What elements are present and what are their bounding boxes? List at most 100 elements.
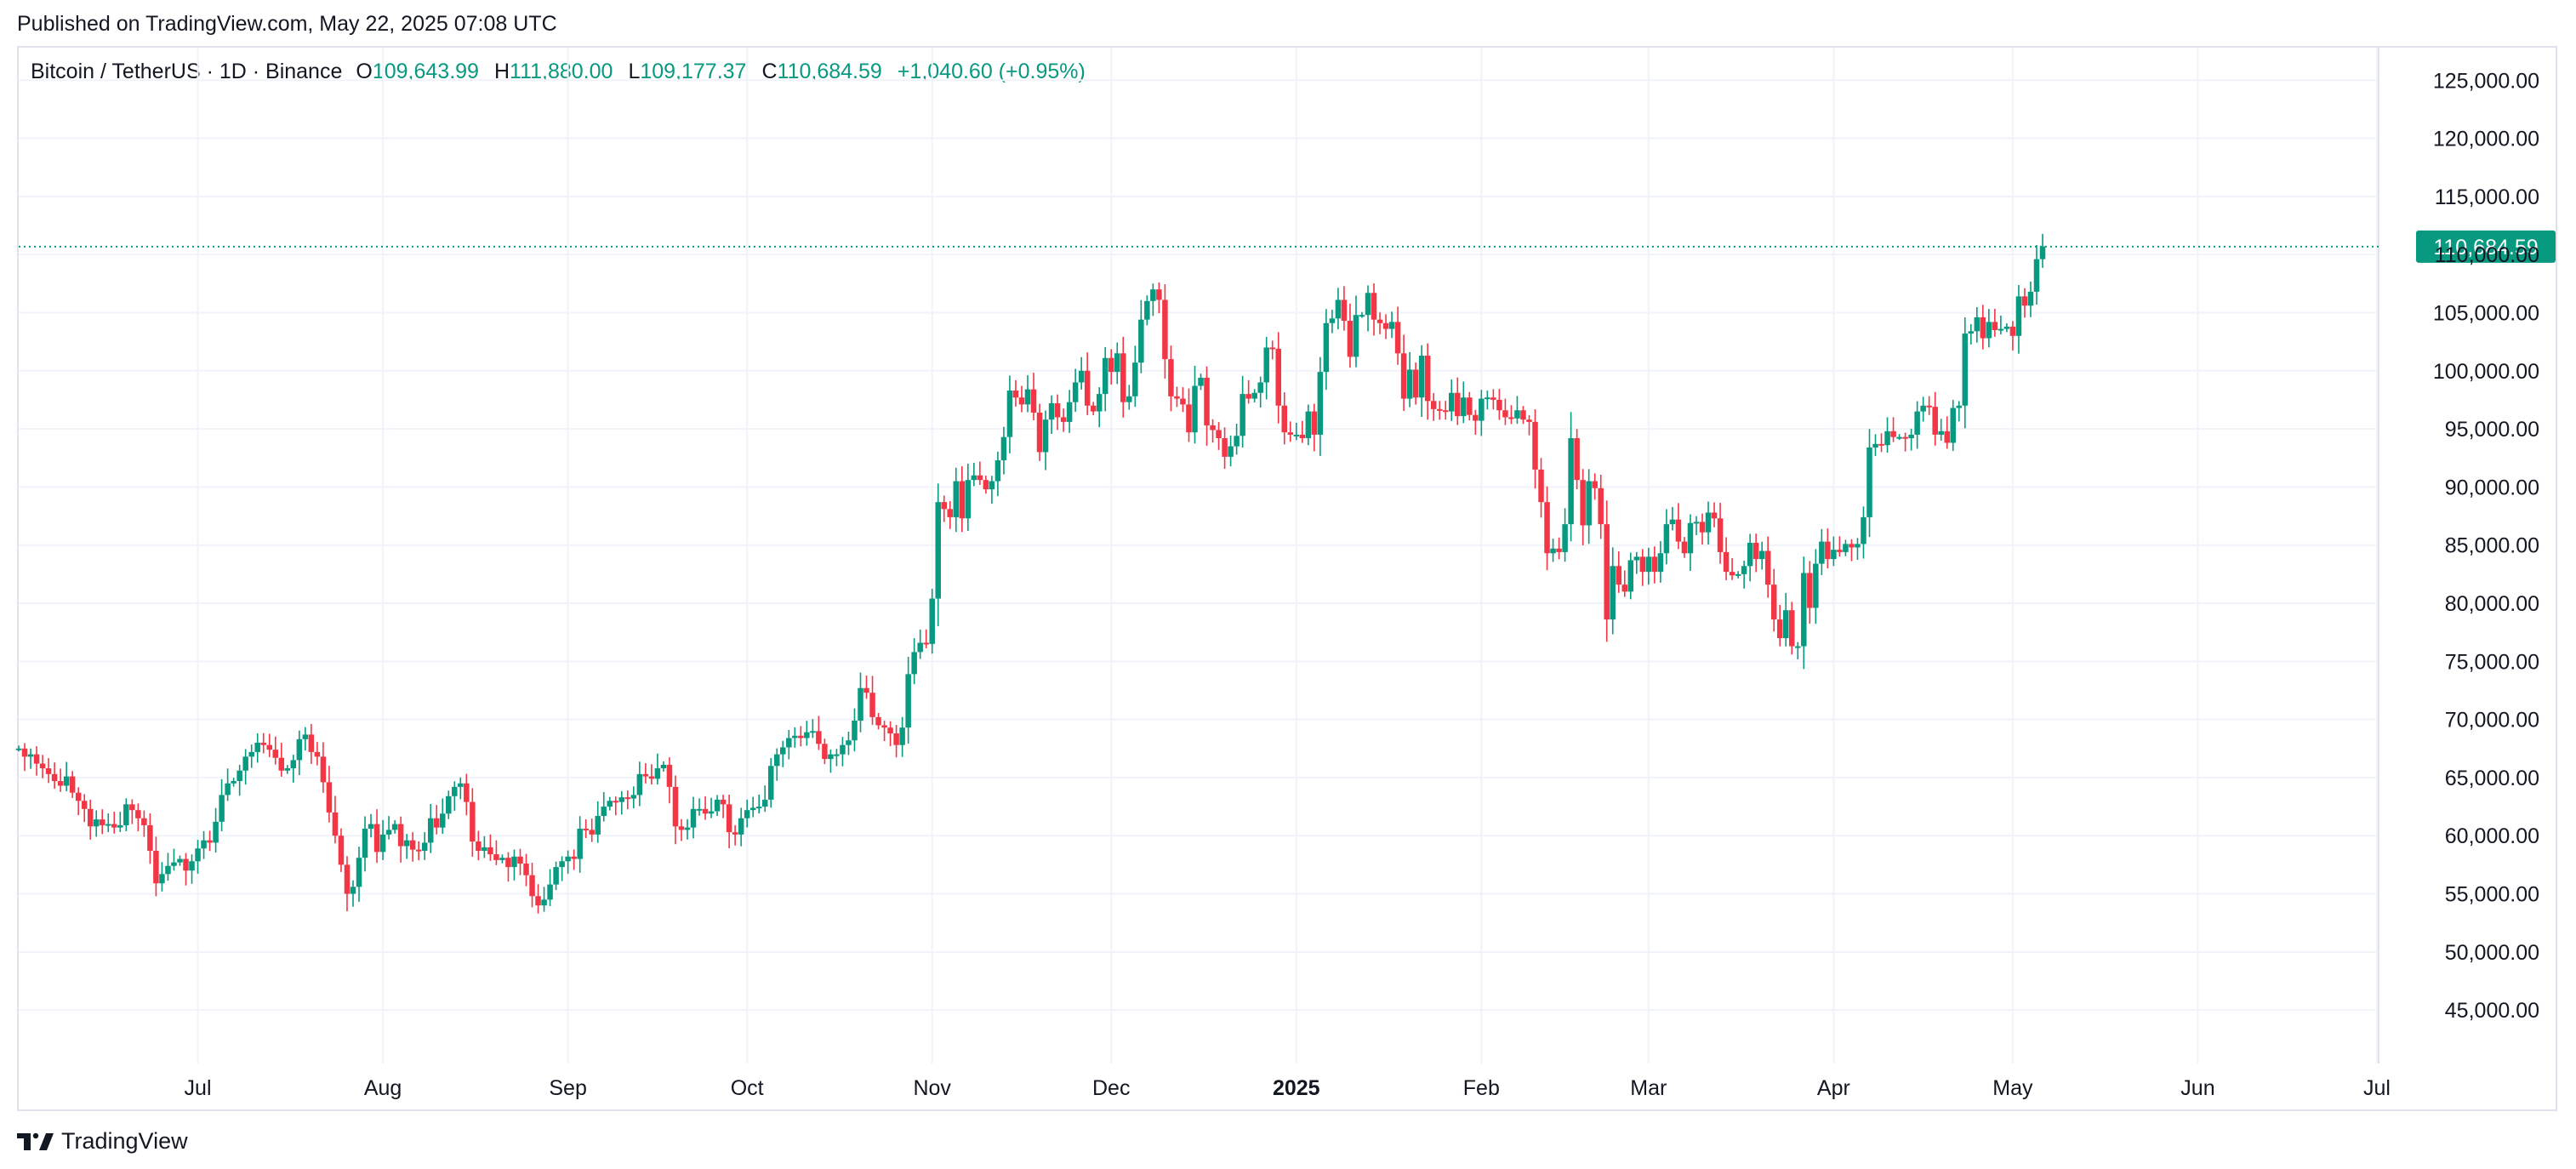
- candle-down: [129, 799, 135, 824]
- candle-down: [207, 830, 213, 852]
- candle-body: [326, 782, 333, 813]
- candle-up: [379, 819, 386, 860]
- candle-up: [1998, 315, 2004, 335]
- candle-up: [189, 854, 195, 884]
- candle-body: [755, 807, 762, 809]
- candle-down: [1532, 409, 1538, 489]
- candle-down: [1807, 561, 1813, 624]
- candle-up: [1096, 387, 1103, 428]
- candle-body: [1770, 584, 1777, 620]
- chart-frame: [17, 46, 2557, 1111]
- candle-up: [1335, 288, 1342, 330]
- candle-down: [1825, 528, 1831, 569]
- candle-body: [1741, 566, 1747, 574]
- candle-body: [1669, 519, 1676, 525]
- candle-down: [51, 762, 58, 790]
- candle-body: [1222, 438, 1228, 457]
- candle-down: [1341, 286, 1348, 331]
- candle-up: [684, 818, 691, 840]
- candle-body: [332, 812, 339, 836]
- candle-body: [744, 810, 750, 818]
- candle-body: [1532, 421, 1538, 470]
- candle-down: [1424, 343, 1431, 420]
- candle-down: [589, 818, 595, 842]
- candle-up: [858, 672, 863, 733]
- candle-body: [618, 797, 625, 802]
- candle-down: [1604, 500, 1610, 642]
- candle-body: [421, 842, 428, 851]
- candle-body: [93, 819, 100, 827]
- candle-body: [1299, 434, 1306, 439]
- candle-body: [1681, 541, 1688, 554]
- candle-body: [201, 840, 207, 849]
- candle-up: [547, 869, 553, 906]
- x-tick-label: Jul: [2363, 1076, 2391, 1100]
- candle-body: [464, 783, 470, 802]
- candle-up: [1920, 396, 1926, 422]
- candle-body: [1162, 299, 1168, 360]
- candle-body: [1819, 541, 1825, 564]
- candle-up: [1610, 547, 1616, 635]
- candle-up: [117, 812, 123, 833]
- candle-body: [1998, 328, 2004, 331]
- candle-up: [1293, 422, 1300, 441]
- candle-up: [708, 797, 715, 818]
- candle-body: [767, 766, 774, 800]
- candle-body: [1902, 436, 1908, 439]
- candle-body: [1568, 438, 1574, 525]
- candle-up: [1747, 533, 1753, 582]
- candle-up: [1896, 434, 1902, 441]
- candle-up: [482, 835, 487, 858]
- candle-body: [482, 847, 487, 851]
- candle-body: [141, 818, 147, 825]
- candle-body: [284, 768, 291, 771]
- candle-down: [624, 790, 631, 810]
- candle-body: [476, 841, 482, 851]
- candle-up: [2003, 323, 2010, 333]
- candle-body: [1502, 410, 1508, 418]
- candle-down: [1371, 283, 1377, 336]
- tradingview-brand[interactable]: TradingView: [61, 1128, 188, 1154]
- candle-body: [1030, 389, 1037, 413]
- candle-body: [624, 797, 631, 800]
- candle-down: [2021, 288, 2028, 318]
- candle-up: [165, 853, 171, 881]
- candle-up: [123, 798, 129, 832]
- candle-down: [1269, 340, 1275, 360]
- candle-down: [1204, 366, 1210, 446]
- candle-body: [266, 744, 272, 750]
- candle-up: [1645, 547, 1652, 585]
- candle-down: [1849, 539, 1855, 562]
- candle-body: [159, 874, 165, 884]
- candle-body: [648, 776, 655, 779]
- candle-body: [983, 480, 989, 490]
- candle-body: [1586, 481, 1592, 526]
- candle-down: [1490, 389, 1496, 410]
- candle-up: [1633, 551, 1640, 574]
- candle-body: [248, 751, 254, 757]
- candle-up: [1962, 316, 1969, 429]
- candle-body: [595, 816, 601, 835]
- candle-up: [248, 744, 254, 768]
- candle-body: [2003, 326, 2010, 329]
- candle-body: [2015, 296, 2022, 336]
- x-tick-label: Jul: [185, 1076, 212, 1100]
- candle-body: [1723, 551, 1730, 573]
- candle-down: [977, 461, 983, 485]
- candle-down: [111, 812, 117, 834]
- candle-up: [1329, 310, 1336, 334]
- candle-body: [1968, 331, 1975, 334]
- candle-body: [213, 821, 219, 843]
- candle-up: [511, 849, 517, 881]
- candle-up: [385, 816, 392, 840]
- candle-down: [1878, 433, 1884, 453]
- candle-up: [302, 727, 309, 751]
- candle-up: [738, 807, 744, 847]
- candle-up: [755, 794, 762, 814]
- candle-body: [601, 807, 607, 817]
- candle-body: [1424, 356, 1431, 402]
- candle-body: [1479, 398, 1485, 421]
- candle-down: [1084, 352, 1091, 415]
- candle-up: [1449, 379, 1455, 421]
